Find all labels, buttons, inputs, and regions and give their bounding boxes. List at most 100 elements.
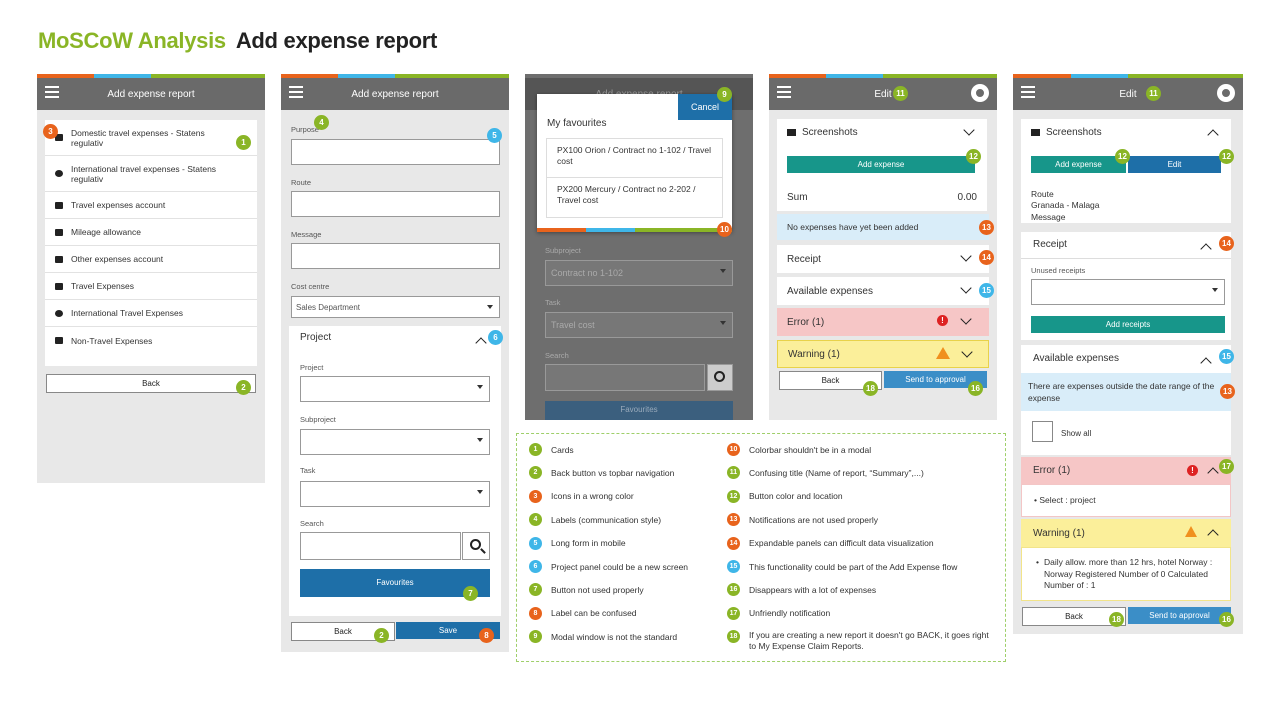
receipt-panel[interactable]: Receipt [777,245,989,273]
error-panel[interactable]: Error (1)! [777,308,989,336]
topbar: Edit [1013,78,1243,110]
back-button[interactable]: Back [779,371,882,390]
topbar: Edit [769,78,997,110]
list-item[interactable]: Other expenses account [45,246,257,273]
list-item[interactable]: Travel Expenses [45,273,257,300]
chevron-up-icon[interactable] [1207,467,1219,479]
warning-panel[interactable]: Warning (1) [777,340,989,368]
annotation-badge: 4 [314,115,329,130]
subproject-select[interactable] [300,429,490,455]
back-button[interactable]: Back [1022,607,1126,626]
favourites-button[interactable]: Favourites [300,569,490,597]
cancel-button[interactable]: Cancel [678,94,732,120]
colorbar [281,74,509,78]
title-main: Add expense report [235,28,438,53]
receipt-title: Receipt [787,253,821,265]
favourites-button[interactable]: Favourites [545,401,733,420]
legend-badge: 13 [727,513,740,527]
annotation-badge: 9 [717,87,732,102]
chevron-up-icon[interactable] [1200,357,1212,369]
route-label: Route [291,178,312,187]
colorbar [769,74,997,78]
legend-text: Icons in a wrong color [551,491,634,502]
favourite-item[interactable]: PX100 Orion / Contract no 1-102 / Travel… [546,138,723,178]
add-expense-button[interactable]: Add expense [787,156,975,173]
legend-text: Unfriendly notification [749,608,831,619]
error-title: Error (1) [787,316,825,328]
receipt-title: Receipt [1033,239,1067,250]
subproject-select[interactable]: Contract no 1-102 [545,260,733,286]
menu-icon[interactable] [1021,86,1035,98]
search-input[interactable] [545,364,705,391]
send-to-approval-button[interactable]: Send to approval [884,371,987,388]
back-button[interactable]: Back [46,374,256,393]
modal-heading: My favourites [547,118,607,129]
legend-badge: 11 [727,466,740,480]
purpose-input[interactable] [291,139,500,165]
search-button[interactable] [707,364,733,391]
list-item[interactable]: Travel expenses account [45,192,257,219]
annotation-badge: 15 [1219,349,1234,364]
message-input[interactable] [291,243,500,269]
favourite-item[interactable]: PX200 Mercury / Contract no 2-202 / Trav… [546,178,723,218]
task-select[interactable] [300,481,490,507]
legend-badge: 6 [529,560,542,573]
edit-button[interactable]: Edit [1128,156,1221,173]
legend-badge: 12 [727,489,740,503]
list-item[interactable]: Mileage allowance [45,219,257,246]
cost-centre-select[interactable]: Sales Department [291,296,500,318]
route-label: Route [1031,189,1054,199]
search-icon [714,371,725,382]
legend-badge: 16 [727,583,740,597]
legend-badge: 14 [727,536,740,550]
chevron-down-icon[interactable] [963,124,975,136]
gear-icon[interactable] [973,86,987,100]
search-input[interactable] [300,532,461,560]
chevron-up-icon[interactable] [1200,243,1212,255]
item-label: Mileage allowance [71,227,141,237]
list-item[interactable]: Domestic travel expenses - Statens regul… [45,120,257,156]
show-all-checkbox[interactable] [1032,421,1053,442]
list-item[interactable]: International travel expenses - Statens … [45,156,257,192]
topbar-title: Add expense report [107,88,195,100]
item-label: International travel expenses - Statens … [71,163,217,184]
available-title: Available expenses [787,285,873,297]
back-button[interactable]: Back [291,622,395,641]
legend-text: This functionality could be part of the … [749,561,958,572]
chevron-down-icon[interactable] [961,346,973,358]
search-button[interactable] [462,532,490,560]
show-all-label: Show all [1061,429,1092,438]
chevron-down-icon[interactable] [960,313,972,325]
list-item[interactable]: Non-Travel Expenses [45,327,257,354]
route-value: Granada - Malaga [1031,200,1100,210]
annotation-badge: 7 [463,586,478,601]
screen-3: Add expense report Subproject Contract n… [525,74,753,420]
menu-icon[interactable] [45,86,59,98]
chevron-up-icon[interactable] [1207,529,1219,541]
menu-icon[interactable] [777,86,791,98]
annotation-badge: 14 [979,250,994,265]
chevron-up-icon[interactable] [1207,129,1219,141]
legend-badge: 9 [529,630,542,644]
available-expenses-panel[interactable]: Available expenses [777,277,989,305]
chevron-down-icon[interactable] [960,250,972,262]
unused-receipts-select[interactable] [1031,279,1225,305]
chevron-up-icon[interactable] [475,337,487,349]
list-item[interactable]: International Travel Expenses [45,300,257,327]
save-button[interactable]: Save [396,622,500,639]
add-expense-button[interactable]: Add expense [1031,156,1126,173]
menu-icon[interactable] [289,86,303,98]
warning-panel[interactable]: Warning (1) [1021,519,1231,547]
chevron-down-icon[interactable] [960,282,972,294]
add-receipts-button[interactable]: Add receipts [1031,316,1225,333]
legend-badge: 1 [529,443,542,456]
error-panel[interactable]: Error (1) ! [1021,457,1231,484]
outside-range-notice: There are expenses outside the date rang… [1021,373,1231,411]
send-to-approval-button[interactable]: Send to approval [1128,607,1231,624]
route-input[interactable] [291,191,500,217]
gear-icon[interactable] [1219,86,1233,100]
legend: 1 Cards 2 Back button vs topbar navigation 3… [516,433,1006,662]
screenshots-title: Screenshots [1046,127,1102,138]
task-select[interactable]: Travel cost [545,312,733,338]
project-select[interactable] [300,376,490,402]
